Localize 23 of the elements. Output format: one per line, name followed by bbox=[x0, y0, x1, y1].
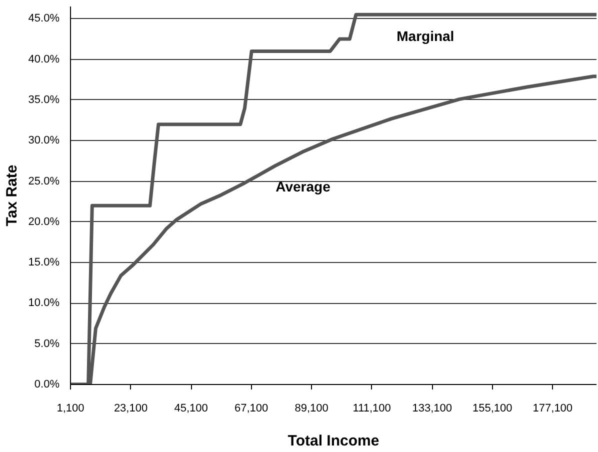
y-tick-label: 5.0% bbox=[34, 338, 60, 350]
y-tick-label: 20.0% bbox=[28, 216, 60, 228]
x-axis-title: Total Income bbox=[288, 432, 380, 450]
x-tick-label: 67,100 bbox=[234, 402, 268, 414]
x-tick-label: 23,100 bbox=[114, 402, 148, 414]
x-tick-label: 1,100 bbox=[56, 402, 84, 414]
x-tick-label: 89,100 bbox=[294, 402, 328, 414]
y-tick-label: 40.0% bbox=[28, 53, 60, 66]
y-tick-label: 0.0% bbox=[34, 378, 60, 390]
y-tick-label: 35.0% bbox=[28, 94, 60, 106]
x-tick-label: 111,100 bbox=[352, 402, 391, 414]
x-tick-label: 133,100 bbox=[412, 402, 452, 414]
x-tick-label: 45,100 bbox=[174, 402, 208, 414]
x-tick-label: 155,100 bbox=[472, 402, 512, 414]
y-tick-label: 30.0% bbox=[28, 134, 60, 147]
series-label: Marginal bbox=[396, 28, 454, 44]
y-axis-title: Tax Rate bbox=[3, 164, 20, 226]
y-tick-label: 15.0% bbox=[28, 256, 60, 269]
x-tick-label: 177,100 bbox=[532, 402, 573, 414]
y-tick-label: 10.0% bbox=[28, 297, 60, 310]
y-tick-label: 45.0% bbox=[28, 12, 60, 25]
y-tick-label: 25.0% bbox=[28, 175, 60, 188]
series-label: Average bbox=[276, 178, 331, 195]
